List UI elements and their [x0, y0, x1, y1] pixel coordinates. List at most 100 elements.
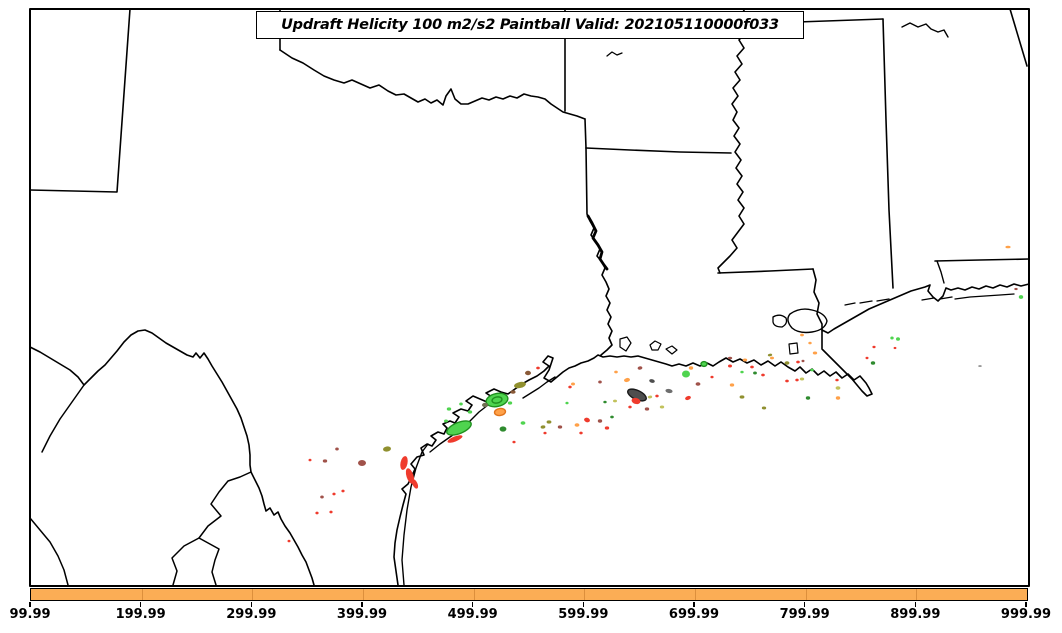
paintball-red — [795, 378, 799, 382]
paintball-red — [287, 539, 291, 543]
paintball-dark_green — [603, 400, 607, 404]
colorbar-tick — [803, 602, 806, 607]
paintball-khaki — [613, 399, 617, 403]
paintball-red — [785, 379, 789, 383]
paintball-green — [485, 392, 509, 408]
paintball-red — [628, 405, 632, 409]
al-ga-border — [1009, 8, 1028, 67]
mx-nuevo-leon-border — [198, 471, 252, 586]
paintball-orange — [493, 407, 507, 417]
paintball-maroon — [1014, 287, 1018, 291]
paintball-red — [329, 510, 333, 514]
paintball-orange — [688, 366, 694, 370]
paintball-red — [536, 366, 540, 370]
paintball-green — [507, 401, 513, 405]
tennessee-river — [901, 22, 949, 38]
paintball-green — [810, 368, 814, 372]
pearl-river-border — [812, 268, 823, 331]
paintball-maroon — [644, 407, 650, 411]
paintball-red — [750, 365, 754, 369]
paintball-olive — [383, 446, 391, 452]
colorbar-tick-label: 299.99 — [226, 607, 277, 622]
paintball-green — [467, 410, 473, 414]
colorbar-separator — [805, 589, 807, 600]
colorbar-tick-label: 999.99 — [1000, 607, 1052, 622]
paintball-maroon — [637, 366, 643, 370]
colorbar-tick — [582, 602, 585, 607]
la-ms-border — [717, 268, 814, 274]
paintball-red — [584, 417, 590, 423]
paintball-orange — [742, 358, 748, 362]
colorbar-separator — [473, 589, 475, 600]
paintball-red — [332, 492, 336, 496]
paintball-orange — [571, 382, 575, 386]
paintball-green — [446, 420, 472, 436]
paintball-red — [685, 395, 691, 401]
tx-ar-border — [584, 118, 587, 149]
paintball-red — [405, 468, 415, 484]
colorbar-tick — [693, 602, 695, 607]
figure-title: Updraft Helicity 100 m2/s2 Paintball Val… — [281, 17, 779, 33]
colorbar-separator — [252, 589, 254, 600]
paintball-brown — [525, 370, 531, 376]
red-river-border — [279, 49, 586, 120]
paintball-red — [447, 435, 463, 443]
paintball-khaki — [647, 395, 653, 399]
paintball-olive — [540, 425, 546, 429]
lake-pontchartrain — [787, 308, 828, 334]
paintball-red — [400, 456, 408, 470]
paintball-green — [896, 337, 900, 341]
paintball-maroon — [322, 459, 328, 463]
mx-west-zigzag-border — [171, 537, 200, 586]
colorbar-tick-label: 499.99 — [447, 607, 498, 622]
paintball-orange — [808, 341, 812, 345]
gulf-coastline — [393, 283, 1030, 586]
paintball-red — [728, 364, 732, 368]
calcasieu-lake — [649, 340, 662, 351]
paintball-green — [740, 370, 744, 374]
paintball-green — [520, 421, 526, 425]
paintball-red — [631, 397, 641, 405]
paintball-red — [893, 346, 897, 350]
colorbar-tick-label: 799.99 — [779, 607, 830, 622]
colorbar-tick-label: 399.99 — [336, 607, 388, 622]
paintball-mid_gray — [978, 365, 982, 367]
colorbar — [30, 588, 1028, 601]
paintball-orange — [729, 383, 735, 387]
lake-maurepas — [772, 314, 788, 328]
paintball-orange — [614, 370, 618, 374]
oklahoma-lake — [606, 51, 623, 57]
paintball-maroon — [358, 460, 366, 466]
paintball-orange — [624, 377, 630, 383]
paintball-red — [308, 458, 312, 462]
paintball-dark_green — [499, 426, 507, 432]
map-frame — [29, 8, 1030, 587]
paintball-red — [835, 378, 839, 382]
paintball-olive_gray — [482, 402, 488, 408]
galveston-island — [522, 376, 556, 399]
paintball-olive — [784, 361, 790, 365]
paintball-red — [604, 426, 610, 430]
colorbar-tick — [914, 602, 917, 607]
mx-southwest-border — [29, 517, 69, 586]
paintball-orange — [812, 351, 818, 355]
santa-rosa-island — [954, 293, 1015, 300]
mx-chihuahua-coahuila-border — [41, 384, 85, 453]
colorbar-tick — [29, 602, 31, 607]
colorbar-tick-label: 899.99 — [890, 607, 941, 622]
colorbar-separator — [916, 589, 918, 600]
paintball-red — [579, 431, 583, 435]
paintball-maroon — [727, 356, 733, 360]
paintball-red — [865, 356, 869, 360]
tx-la-sabine-border — [585, 147, 613, 356]
grand-lake — [665, 345, 678, 355]
paintball-dark_green — [610, 415, 614, 419]
lake-salvador — [788, 342, 799, 355]
paintball-green — [890, 336, 894, 340]
paintball-red — [710, 375, 714, 379]
paintball-red — [761, 373, 765, 377]
paintball-red — [568, 385, 572, 389]
colorbar-tick — [139, 602, 142, 607]
sabine-lake — [619, 336, 632, 352]
paintball-green — [1018, 295, 1024, 299]
